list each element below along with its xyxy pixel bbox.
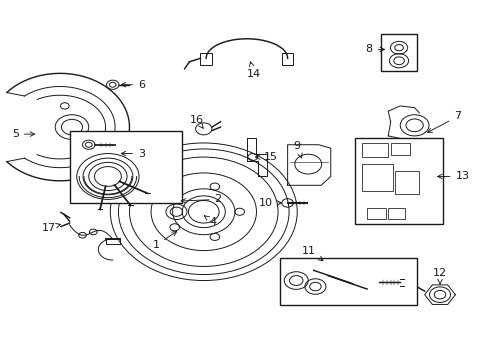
- Text: 5: 5: [12, 129, 35, 139]
- Text: 16: 16: [189, 115, 203, 128]
- Text: 7: 7: [427, 112, 460, 132]
- Bar: [281, 53, 293, 66]
- Text: 17: 17: [42, 222, 61, 233]
- Text: 3: 3: [121, 149, 144, 158]
- Bar: [361, 143, 387, 157]
- Bar: [380, 33, 416, 71]
- Text: 4: 4: [204, 216, 217, 227]
- Bar: [354, 138, 443, 224]
- Bar: [366, 208, 385, 219]
- Bar: [69, 131, 182, 203]
- Text: 9: 9: [293, 141, 302, 158]
- Bar: [280, 258, 416, 305]
- Bar: [361, 164, 392, 190]
- Text: 1: 1: [152, 231, 176, 250]
- Bar: [200, 53, 211, 66]
- Text: 14: 14: [246, 62, 261, 79]
- Bar: [390, 143, 409, 155]
- Text: 2: 2: [181, 194, 221, 204]
- Bar: [387, 208, 404, 219]
- Text: 12: 12: [432, 269, 446, 284]
- Bar: [105, 239, 120, 244]
- Text: 10: 10: [259, 198, 281, 208]
- Text: 8: 8: [365, 45, 384, 54]
- Text: 6: 6: [121, 80, 144, 90]
- Text: 15: 15: [255, 152, 277, 162]
- Text: 13: 13: [437, 171, 468, 181]
- Text: 11: 11: [302, 246, 322, 261]
- Bar: [395, 171, 419, 194]
